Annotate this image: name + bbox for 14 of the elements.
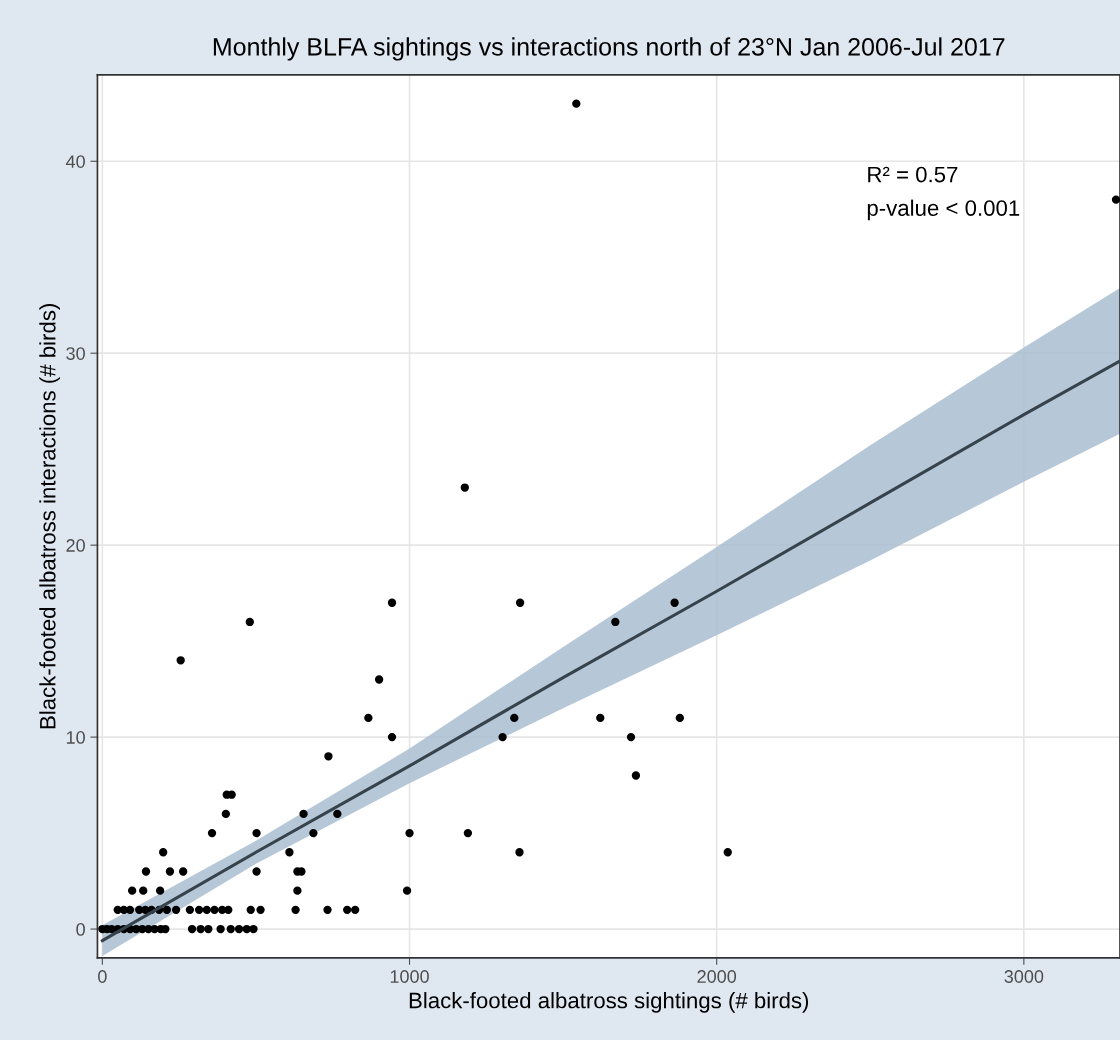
- annotation: R² = 0.57: [868, 166, 958, 183]
- x-tick-label: 0: [98, 970, 107, 983]
- x-tick-label: 3000: [1004, 970, 1044, 983]
- y-axis-title: Black-footed albatross interactions (# birds): [39, 304, 60, 729]
- chart-title: Monthly BLFA sightings vs interactions north of 23°N Jan 2006-Jul 2017: [213, 37, 1005, 61]
- y-tick-label: 20: [66, 539, 85, 552]
- y-tick-label: 0: [76, 922, 85, 936]
- x-tick-label: 2000: [697, 970, 737, 983]
- y-tick-label: 40: [65, 155, 85, 168]
- x-axis-title: Black-footed albatross sightings (# birds): [409, 992, 809, 1013]
- y-tick-label: 30: [66, 347, 85, 360]
- annotation: p-value < 0.001: [867, 199, 1020, 221]
- y-tick-label: 10: [66, 731, 85, 744]
- x-tick-label: 1000: [390, 970, 429, 983]
